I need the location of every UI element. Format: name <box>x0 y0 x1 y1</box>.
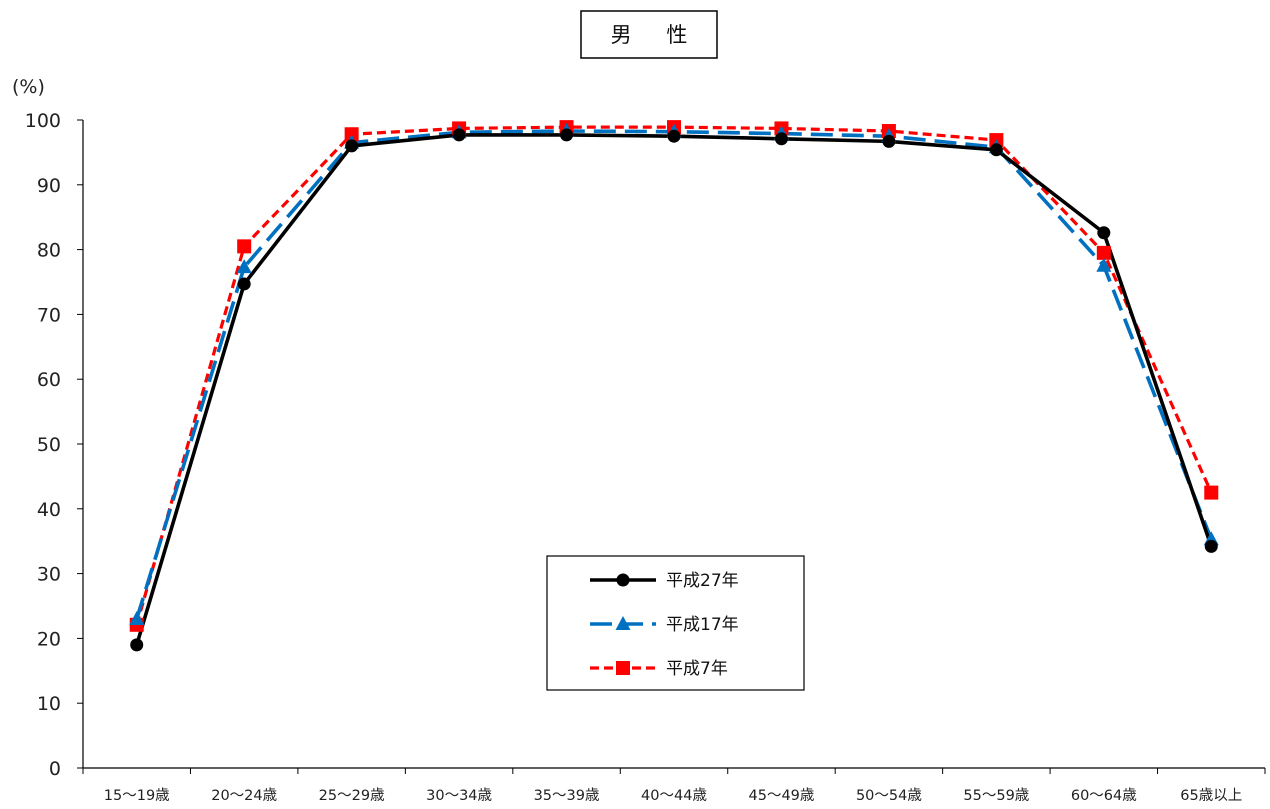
y-tick-label: 50 <box>37 434 61 456</box>
y-tick-label: 80 <box>37 240 61 262</box>
y-tick-label: 0 <box>49 758 61 780</box>
legend-marker-3 <box>616 661 630 675</box>
data-point-series-1 <box>989 143 1003 157</box>
y-tick-label: 70 <box>37 304 61 326</box>
x-tick-label: 40～44歳 <box>641 787 707 804</box>
legend-marker-1 <box>616 573 630 587</box>
y-tick-label: 30 <box>37 564 61 586</box>
series-markers <box>129 120 1219 652</box>
data-point-series-1 <box>774 132 788 146</box>
data-point-series-3 <box>1204 485 1219 500</box>
legend-label-3: 平成7年 <box>666 659 728 679</box>
y-tick-label: 20 <box>37 628 61 650</box>
data-point-series-1 <box>882 134 896 148</box>
axes <box>77 119 1266 774</box>
x-tick-label: 25～29歳 <box>319 787 385 804</box>
data-point-series-1 <box>130 638 144 652</box>
data-point-series-1 <box>1097 226 1111 240</box>
x-tick-labels: 15～19歳 20～24歳 25～29歳 30～34歳 35～39歳 40～44歳 45～4… <box>104 787 1242 804</box>
y-axis-unit-label: (%) <box>12 76 45 98</box>
data-point-series-1 <box>237 277 251 291</box>
legend-label-1: 平成27年 <box>666 571 739 591</box>
data-point-series-3 <box>1096 245 1111 260</box>
y-tick-labels: 0 10 20 30 40 50 60 70 80 90 100 <box>25 110 61 780</box>
x-tick-label: 55～59歳 <box>963 787 1029 804</box>
data-point-series-1 <box>560 128 574 142</box>
x-tick-label: 35～39歳 <box>534 787 600 804</box>
y-tick-label: 40 <box>37 499 61 521</box>
data-point-series-3 <box>344 127 359 142</box>
legend-box <box>546 555 805 691</box>
series-line-2 <box>135 129 1213 620</box>
x-tick-label: 50～54歳 <box>856 787 922 804</box>
chart-title: 男 性 <box>611 23 702 47</box>
legend-marker-2 <box>615 616 631 630</box>
y-tick-label: 10 <box>37 693 61 715</box>
x-tick-label: 15～19歳 <box>104 787 170 804</box>
data-point-series-1 <box>1204 539 1218 553</box>
legend-label-2: 平成17年 <box>666 615 739 635</box>
y-tick-label: 60 <box>37 369 61 391</box>
series-line-3 <box>135 125 1213 626</box>
data-point-series-2 <box>1096 257 1112 272</box>
y-tick-label: 90 <box>37 175 61 197</box>
x-tick-label: 20～24歳 <box>211 787 277 804</box>
data-point-series-1 <box>452 128 466 142</box>
y-tick-label: 100 <box>25 110 61 132</box>
x-tick-label: 30～34歳 <box>426 787 492 804</box>
x-tick-label: 60～64歳 <box>1071 787 1137 804</box>
data-point-series-2 <box>129 610 145 625</box>
chart-title-box: 男 性 <box>580 10 718 59</box>
x-tick-label: 65歳以上 <box>1180 787 1242 804</box>
data-point-series-1 <box>345 139 359 153</box>
data-point-series-3 <box>237 239 252 254</box>
data-point-series-2 <box>236 259 252 274</box>
data-point-series-1 <box>667 129 681 143</box>
x-tick-label: 45～49歳 <box>749 787 815 804</box>
